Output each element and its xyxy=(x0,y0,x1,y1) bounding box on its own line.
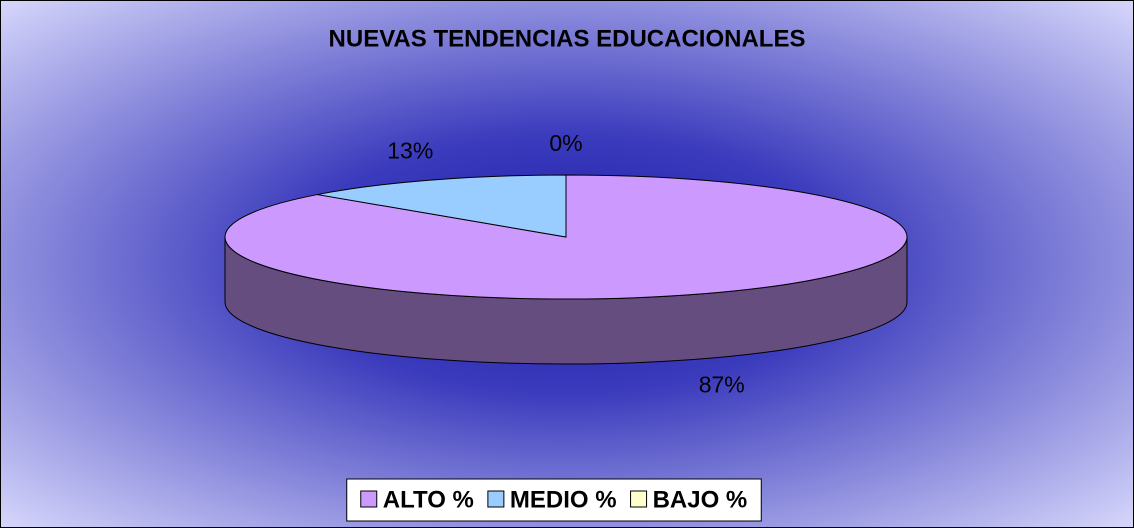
legend-swatch xyxy=(630,490,648,508)
legend-label: ALTO % xyxy=(383,486,474,513)
legend-swatch xyxy=(360,490,378,508)
data-label: 13% xyxy=(387,138,433,164)
legend-swatch xyxy=(487,490,505,508)
pie: 87% 13% 0% xyxy=(224,130,908,398)
legend: ALTO % MEDIO % BAJO % xyxy=(346,478,762,522)
data-label: 0% xyxy=(549,130,582,156)
slice xyxy=(317,174,567,238)
chart-title: NUEVAS TENDENCIAS EDUCACIONALES xyxy=(329,25,806,52)
legend-box xyxy=(346,478,762,522)
legend-label: BAJO % xyxy=(653,486,748,513)
legend-label: MEDIO % xyxy=(510,486,617,513)
data-label: 87% xyxy=(699,372,745,398)
